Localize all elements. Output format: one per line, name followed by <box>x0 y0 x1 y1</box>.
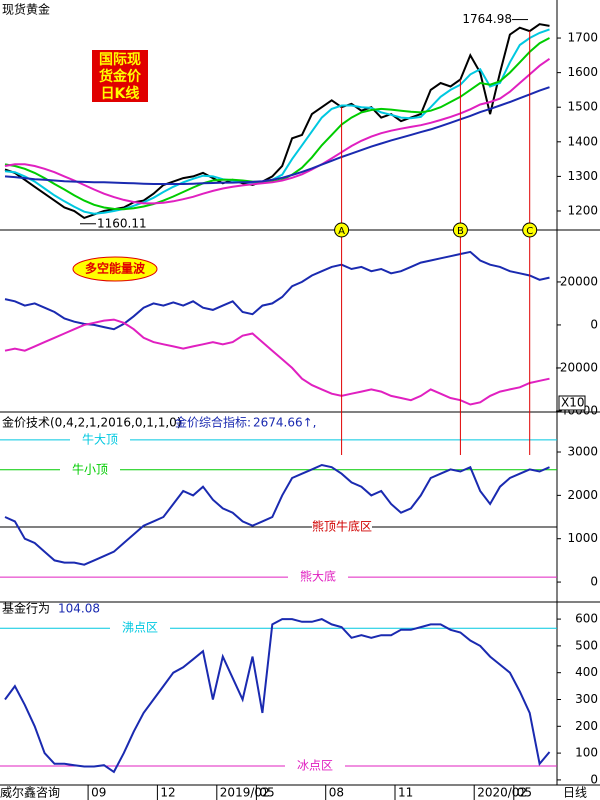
panel-title: 基金行为 <box>2 601 50 616</box>
annotation-text: 国际现 <box>99 52 141 68</box>
series-line <box>4 318 550 406</box>
low-label: 1160.11 <box>97 216 147 230</box>
marker-circle <box>334 222 350 238</box>
label-bg <box>288 570 348 585</box>
reference-label: 冰点区 <box>297 758 333 772</box>
y-tick-label: -20000 <box>555 360 598 374</box>
series-line <box>4 463 550 566</box>
marker-label: A <box>338 226 345 237</box>
reference-label: 牛大顶 <box>82 431 118 446</box>
y-tick-label: 1600 <box>567 65 598 79</box>
y-tick-label: 20000 <box>560 274 598 288</box>
y-tick-label: 0 <box>590 772 598 786</box>
x-tick-label: 11 <box>398 786 413 800</box>
y-tick-label: 100 <box>575 746 598 760</box>
y-tick-label: 1400 <box>567 134 598 148</box>
indicator-value: 2674.66↑, <box>253 416 317 430</box>
x-tick-label: 2019/02 <box>220 786 270 800</box>
marker-label: B <box>457 226 464 237</box>
series-line <box>4 57 551 205</box>
y-tick-label: 1000 <box>567 531 598 545</box>
y-tick-label: 1500 <box>567 100 598 114</box>
annotation-text: 日K线 <box>101 85 140 102</box>
y-tick-label: 500 <box>575 638 598 652</box>
label-bg <box>285 758 345 773</box>
scale-note: X10 <box>561 396 585 410</box>
series-line <box>4 28 550 215</box>
y-tick-label: 1300 <box>567 169 598 183</box>
marker-label: C <box>526 226 533 237</box>
series-line <box>4 618 551 774</box>
x-tick-label: 05 <box>517 786 532 800</box>
label-bg <box>60 462 120 477</box>
reference-label: 熊大底 <box>300 569 336 584</box>
label-bg <box>70 432 130 447</box>
y-tick-label: 1200 <box>567 203 598 217</box>
high-label: 1764.98 <box>462 12 512 26</box>
panel-title: 多空能量波 <box>85 261 146 276</box>
y-tick-label: 0 <box>590 317 598 331</box>
marker-circle <box>522 222 538 238</box>
y-tick-label: 2000 <box>567 488 598 502</box>
panel-title: 金价技术(0,4,2,1,2016,0,1,1,0) <box>2 415 182 430</box>
y-tick-label: 200 <box>575 719 598 733</box>
indicator-name: 金价综合指标: <box>175 415 251 430</box>
chart-title: 现货黄金 <box>2 2 50 17</box>
x-tick-label: 08 <box>329 786 344 800</box>
y-tick-label: 1700 <box>567 31 598 45</box>
reference-label: 熊顶牛底区 <box>312 519 372 534</box>
label-bg <box>312 520 372 535</box>
x-tick-label: 09 <box>91 786 106 800</box>
series-line <box>4 250 550 331</box>
y-tick-label: 3000 <box>567 445 598 459</box>
label-bg <box>110 621 170 636</box>
x-tick-label: 12 <box>160 786 175 800</box>
y-tick-label: 400 <box>575 665 598 679</box>
y-tick-label: 0 <box>590 575 598 589</box>
source-label: 威尔鑫咨询 <box>0 785 60 800</box>
scale-note-box <box>558 395 586 411</box>
x-tick-label: 05 <box>259 786 274 800</box>
annotation-text: 货金价 <box>98 68 142 85</box>
series-line <box>4 86 550 185</box>
x-tick-label: 2020/02 <box>477 786 527 800</box>
y-tick-label: 300 <box>575 692 598 706</box>
y-tick-label: 600 <box>575 612 598 626</box>
reference-label: 沸点区 <box>122 621 158 635</box>
reference-label: 牛小顶 <box>72 461 108 476</box>
period-label: 日线 <box>563 786 587 800</box>
panel-value: 104.08 <box>58 602 100 616</box>
annotation-box <box>92 50 148 102</box>
marker-circle <box>452 222 468 238</box>
label-oval <box>72 256 158 282</box>
